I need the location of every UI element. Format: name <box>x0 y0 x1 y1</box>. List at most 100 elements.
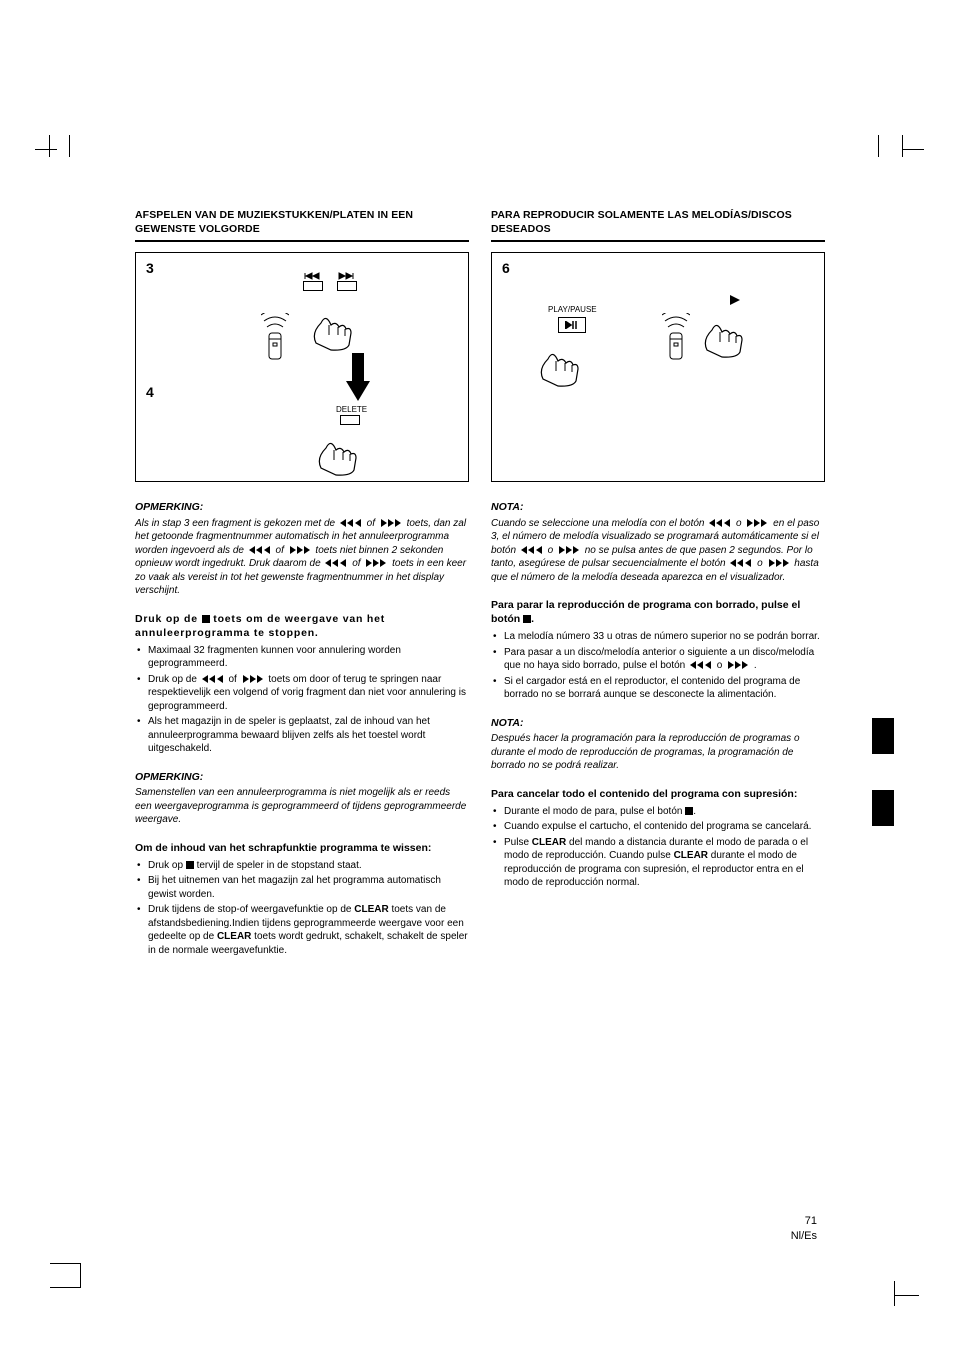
crop-mark <box>894 1281 924 1311</box>
subhead: Para parar la reproducción de programa c… <box>491 598 825 626</box>
t: CLEAR <box>354 904 388 915</box>
step-6-label: 6 <box>502 259 510 278</box>
note-text: Als in stap 3 een fragment is gekozen me… <box>135 517 469 598</box>
list-item: Para pasar a un disco/melodía anterior o… <box>491 646 825 673</box>
t: Para pasar a un disco/melodía anterior o… <box>504 647 814 672</box>
next-next-icon <box>287 546 313 554</box>
t: . <box>751 660 757 671</box>
left-column: AFSPELEN VAN DE MUZIEKSTUKKEN/PLATEN IN … <box>135 208 469 971</box>
next-next-icon <box>766 559 792 567</box>
t: Als het magazijn in de speler is geplaat… <box>148 716 430 754</box>
margin-tabs <box>872 718 894 862</box>
stop-icon <box>523 615 531 623</box>
figure-box-left: 3 4 <box>135 252 469 482</box>
stop-icon <box>186 861 194 869</box>
t: La melodía número 33 u otras de número s… <box>504 631 820 642</box>
t: of <box>364 518 378 529</box>
crop-mark <box>50 1287 80 1317</box>
stop-icon <box>202 615 210 623</box>
note-text: Samenstellen van een annuleerprogramma i… <box>135 786 469 827</box>
right-title: PARA REPRODUCIR SOLAMENTE LAS MELODÍAS/D… <box>491 208 825 236</box>
t: Si el cargador está en el reproductor, e… <box>504 676 800 701</box>
t: Para parar la reproducción de programa c… <box>491 599 800 625</box>
t: CLEAR <box>217 931 251 942</box>
t: o <box>545 545 556 556</box>
prev-prev-icon <box>707 519 733 527</box>
remote-icon <box>662 313 690 363</box>
list-item: Bij het uitnemen van het magazijn zal he… <box>135 874 469 901</box>
delete-key <box>340 415 360 425</box>
page-locale: Nl/Es <box>791 1230 817 1242</box>
note-heading: NOTA: <box>491 716 825 730</box>
remote-icon <box>261 313 289 363</box>
rule <box>491 240 825 242</box>
t: tervijl de speler in de stopstand staat. <box>194 860 362 871</box>
list-item: Maximaal 32 fragmenten kunnen voor annul… <box>135 644 469 671</box>
rule <box>135 240 469 242</box>
prev-prev-icon <box>688 661 714 669</box>
list: Maximaal 32 fragmenten kunnen voor annul… <box>135 644 469 756</box>
t: Cuando expulse el cartucho, el contenido… <box>504 821 811 832</box>
t: of <box>349 558 363 569</box>
list: La melodía número 33 u otras de número s… <box>491 630 825 702</box>
t: . <box>531 613 534 625</box>
note-heading: NOTA: <box>491 500 825 514</box>
t: Druk op de <box>148 674 200 685</box>
note-text: Después hacer la programación para la re… <box>491 732 825 773</box>
t: CLEAR <box>532 837 566 848</box>
list-item: Druk tijdens de stop-of weergavefunktie … <box>135 903 469 957</box>
note-heading: OPMERKING: <box>135 770 469 784</box>
finger-icon <box>538 337 608 392</box>
t: . <box>693 806 696 817</box>
list-item: Druk op tervijl de speler in de stopstan… <box>135 859 469 873</box>
page-num: 71 <box>805 1215 817 1227</box>
next-next-icon <box>556 546 582 554</box>
list-item: Druk op de of toets om door of terug te … <box>135 673 469 714</box>
list-item: Cuando expulse el cartucho, el contenido… <box>491 820 825 834</box>
finger-icon <box>702 308 772 363</box>
t: Druk op de <box>135 613 202 625</box>
prev-prev-icon <box>338 519 364 527</box>
subhead: Druk op de toets om de weergave van het … <box>135 612 469 640</box>
list-item: Pulse CLEAR del mando a distancia durant… <box>491 836 825 890</box>
crop-mark <box>870 135 900 165</box>
finger-icon <box>316 428 386 478</box>
t: Druk tijdens de stop-of weergavefunktie … <box>148 904 354 915</box>
next-next-icon <box>725 661 751 669</box>
prev-prev-icon <box>728 559 754 567</box>
next-next-icon <box>363 559 389 567</box>
subhead: Om de inhoud van het schrapfunktie progr… <box>135 841 469 855</box>
t: of <box>226 674 240 685</box>
prev-prev-icon <box>519 546 545 554</box>
t: Pulse <box>504 837 532 848</box>
prev-prev-icon <box>247 546 273 554</box>
step-4-label: 4 <box>146 383 154 402</box>
list: Druk op tervijl de speler in de stopstan… <box>135 859 469 958</box>
play-pause-icon <box>565 321 579 329</box>
subhead: Para cancelar todo el contenido del prog… <box>491 787 825 801</box>
list: Durante el modo de para, pulse el botón … <box>491 805 825 890</box>
t: Druk op <box>148 860 186 871</box>
step-3-label: 3 <box>146 259 154 278</box>
note-text: Cuando se seleccione una melodía con el … <box>491 517 825 585</box>
page-number: 71 Nl/Es <box>791 1214 817 1243</box>
play-pause-label: PLAY/PAUSE <box>548 305 597 316</box>
t: Cuando se seleccione una melodía con el … <box>491 518 707 529</box>
next-next-icon <box>744 519 770 527</box>
list-item: Si el cargador está en el reproductor, e… <box>491 675 825 702</box>
t: Maximaal 32 fragmenten kunnen voor annul… <box>148 645 401 670</box>
t: Bij het uitnemen van het magazijn zal he… <box>148 875 441 900</box>
t: o <box>733 518 744 529</box>
t: o <box>754 558 765 569</box>
t: of <box>273 545 287 556</box>
prev-key <box>303 281 323 291</box>
next-key <box>337 281 357 291</box>
figure-box-right: 6 PLAY/PAUSE <box>491 252 825 482</box>
finger-icon <box>311 303 381 353</box>
arrow-down-icon <box>346 353 370 403</box>
t: Als in stap 3 een fragment is gekozen me… <box>135 518 338 529</box>
next-next-icon <box>240 675 266 683</box>
crop-mark <box>55 135 85 165</box>
prev-prev-icon <box>200 675 226 683</box>
list-item: Als het magazijn in de speler is geplaat… <box>135 715 469 756</box>
